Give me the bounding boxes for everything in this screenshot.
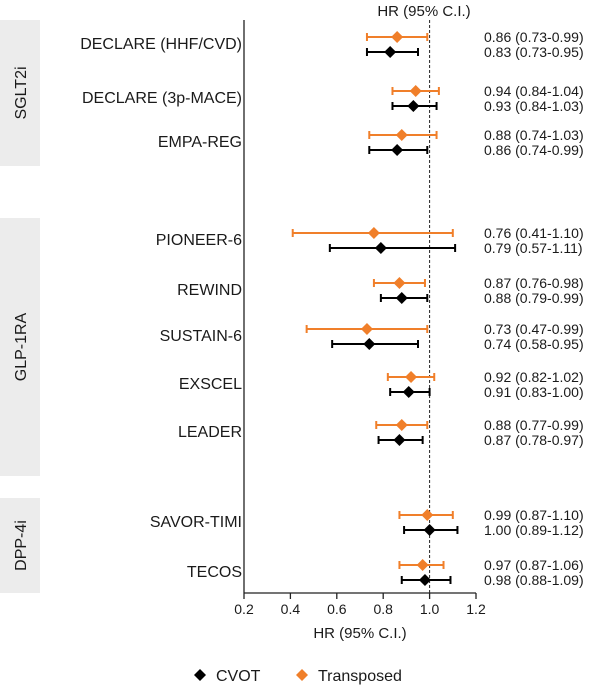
cvot-point-estimate (402, 386, 415, 398)
trial-label: SAVOR-TIMI (150, 514, 242, 531)
cvot-point-estimate (363, 338, 376, 350)
transposed-value-label: 0.99 (0.87-1.10) (484, 507, 584, 523)
cvot-value-label: 0.86 (0.74-0.99) (484, 142, 584, 158)
transposed-legend-marker (296, 669, 308, 681)
cvot-legend-marker (194, 669, 206, 681)
group-band (0, 218, 40, 476)
trial-label: LEADER (178, 424, 242, 441)
transposed-value-label: 0.88 (0.77-0.99) (484, 417, 584, 433)
legend: CVOT Transposed (194, 668, 402, 685)
x-tick-label: 0.2 (234, 601, 254, 617)
group-label: GLP-1RA (13, 312, 30, 381)
x-tick-label: 1.2 (466, 601, 486, 617)
transposed-value-label: 0.86 (0.73-0.99) (484, 29, 584, 45)
group-band (0, 20, 40, 166)
transposed-point-estimate (360, 323, 373, 335)
marks (291, 31, 459, 586)
cvot-point-estimate (374, 242, 387, 254)
group-band (0, 498, 40, 593)
trial-label: SUSTAIN-6 (160, 328, 242, 345)
top-axis-label: HR (95% C.I.) (377, 3, 470, 20)
cvot-point-estimate (418, 574, 431, 586)
x-tick-label: 1.0 (420, 601, 440, 617)
x-axis-title: HR (95% C.I.) (313, 625, 406, 642)
transposed-value-label: 0.87 (0.76-0.98) (484, 275, 584, 291)
transposed-value-label: 0.92 (0.82-1.02) (484, 369, 584, 385)
x-axis: 0.2 0.4 0.6 0.8 1.0 1.2 (234, 20, 486, 617)
cvot-value-label: 0.74 (0.58-0.95) (484, 336, 584, 352)
trial-label: PIONEER-6 (156, 232, 242, 249)
transposed-point-estimate (405, 371, 418, 383)
cvot-point-estimate (391, 144, 404, 156)
x-tick-label: 0.4 (281, 601, 301, 617)
transposed-point-estimate (416, 559, 429, 571)
cvot-point-estimate (423, 524, 436, 536)
cvot-point-estimate (395, 292, 408, 304)
cvot-value-label: 0.87 (0.78-0.97) (484, 432, 584, 448)
value-labels: 0.86 (0.73-0.99)0.83 (0.73-0.95) 0.94 (0.… (484, 29, 584, 588)
cvot-value-label: 0.91 (0.83-1.00) (484, 384, 584, 400)
cvot-legend-label: CVOT (216, 668, 261, 685)
transposed-point-estimate (393, 277, 406, 289)
transposed-point-estimate (395, 419, 408, 431)
group-label: SGLT2i (13, 66, 30, 119)
transposed-legend-label: Transposed (318, 668, 402, 685)
trial-label: TECOS (187, 564, 242, 581)
group-bands: SGLT2i GLP-1RA DPP-4i (0, 20, 40, 593)
cvot-value-label: 0.79 (0.57-1.11) (484, 240, 583, 256)
cvot-value-label: 0.93 (0.84-1.03) (484, 98, 584, 114)
transposed-point-estimate (421, 509, 434, 521)
trial-label: DECLARE (3p-MACE) (82, 90, 242, 107)
trial-label: EMPA-REG (158, 134, 242, 151)
cvot-point-estimate (393, 434, 406, 446)
trial-label: DECLARE (HHF/CVD) (80, 36, 242, 53)
x-tick-label: 0.8 (373, 601, 393, 617)
cvot-value-label: 0.98 (0.88-1.09) (484, 572, 584, 588)
cvot-point-estimate (384, 46, 397, 58)
transposed-value-label: 0.94 (0.84-1.04) (484, 83, 584, 99)
trial-labels: DECLARE (HHF/CVD) DECLARE (3p-MACE) EMPA-R… (80, 36, 242, 581)
group-label: DPP-4i (13, 520, 30, 571)
transposed-point-estimate (367, 227, 380, 239)
transposed-point-estimate (395, 129, 408, 141)
transposed-value-label: 0.97 (0.87-1.06) (484, 557, 584, 573)
trial-label: EXSCEL (179, 376, 242, 393)
cvot-value-label: 0.83 (0.73-0.95) (484, 44, 584, 60)
x-tick-label: 0.6 (327, 601, 347, 617)
cvot-point-estimate (407, 100, 420, 112)
trial-label: REWIND (177, 282, 242, 299)
transposed-value-label: 0.73 (0.47-0.99) (484, 321, 584, 337)
transposed-point-estimate (409, 85, 422, 97)
transposed-point-estimate (391, 31, 404, 43)
cvot-value-label: 0.88 (0.79-0.99) (484, 290, 584, 306)
transposed-value-label: 0.88 (0.74-1.03) (484, 127, 584, 143)
cvot-value-label: 1.00 (0.89-1.12) (484, 522, 584, 538)
transposed-value-label: 0.76 (0.41-1.10) (484, 225, 584, 241)
